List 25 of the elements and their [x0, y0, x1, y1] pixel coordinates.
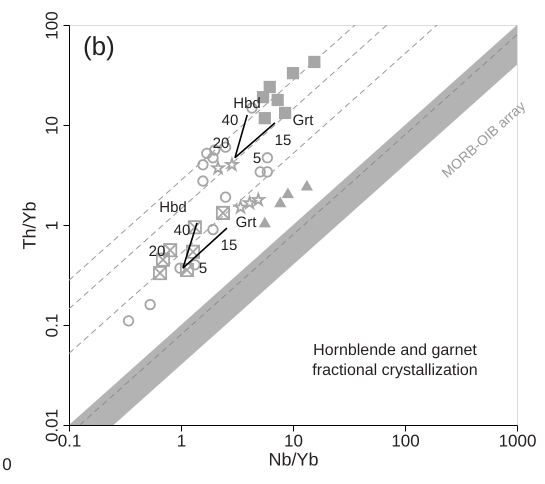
- annotation: 15: [220, 237, 238, 254]
- annotation: Hbd: [233, 95, 261, 112]
- x-tick-label: 1: [176, 432, 186, 450]
- annotation: 40: [174, 222, 190, 239]
- y-tick-label: 100: [42, 11, 62, 40]
- x-tick-label: 1000: [498, 432, 536, 450]
- y-tick-label: 1: [42, 220, 62, 230]
- annotation: Grt: [292, 112, 314, 129]
- annotation: 20: [212, 135, 230, 152]
- annotation: 20: [148, 243, 166, 260]
- y-tick-label: 0.1: [42, 314, 62, 338]
- x-tick-label: 100: [391, 432, 420, 450]
- annotation: 5: [252, 150, 262, 167]
- annotation: (b): [83, 31, 115, 61]
- annotation: Hornblende and garnet fractional crystallization: [312, 342, 478, 379]
- x-axis-title: Nb/Yb: [268, 450, 319, 470]
- annotation: Grt: [236, 214, 258, 231]
- annotation: 15: [274, 132, 292, 149]
- text: 0: [2, 455, 12, 474]
- y-axis-title: Th/Yb: [20, 201, 40, 250]
- annotation: Hbd: [159, 199, 187, 216]
- annotation: 40: [222, 112, 238, 129]
- annotation: 5: [198, 260, 208, 277]
- x-tick-label: 10: [284, 432, 303, 450]
- y-tick-label: 10: [42, 116, 62, 135]
